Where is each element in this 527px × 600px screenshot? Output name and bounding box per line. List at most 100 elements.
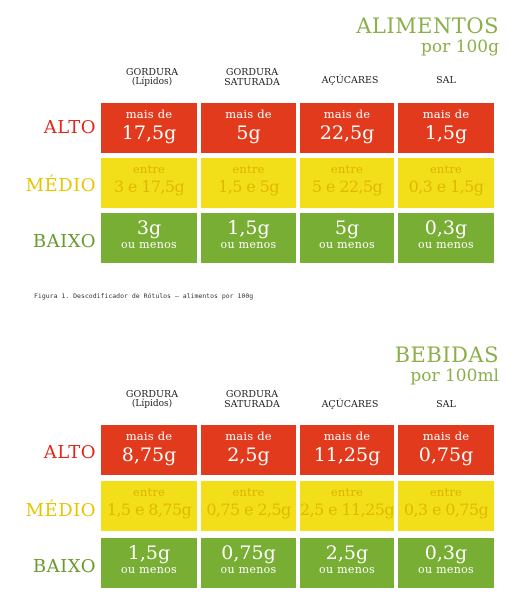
cell-qualifier: mais de — [225, 429, 272, 443]
cell-value: 2,5g — [227, 443, 270, 466]
drinks-cell-alto-satfat: mais de 2,5g — [201, 425, 296, 475]
cell-value: 2,5g — [325, 542, 369, 564]
foods-cell-alto-sugar: mais de 22,5g — [300, 103, 394, 153]
figure-caption: Figura 1. Descodificador de Rótulos – al… — [34, 292, 254, 300]
cell-qualifier: entre — [429, 485, 463, 499]
foods-row-label-alto: ALTO — [43, 117, 96, 138]
cell-value: 1,5g — [127, 542, 171, 564]
col-label: SAL — [436, 399, 456, 410]
cell-value: 22,5g — [319, 121, 375, 144]
cell-value: 1,5g — [424, 121, 468, 144]
foods-cell-medio-sugar: entre 5 e 22,5g — [300, 158, 394, 208]
cell-value: 3g — [136, 217, 162, 239]
cell-value: 0,75g — [221, 542, 276, 564]
foods-cell-baixo-salt: 0,3g ou menos — [398, 213, 494, 263]
cell-qualifier: ou menos — [220, 237, 277, 251]
col-label: GORDURA — [125, 389, 179, 400]
cell-qualifier: ou menos — [319, 237, 375, 251]
drinks-table: BEBIDAS por 100ml GORDURA (Lípidos) GORD… — [0, 324, 527, 600]
foods-table: ALIMENTOS por 100g GORDURA (Lípidos) GOR… — [0, 0, 527, 285]
cell-value: 5g — [334, 217, 360, 239]
foods-row-label-baixo: BAIXO — [32, 231, 96, 252]
cell-value: 17,5g — [121, 121, 177, 144]
cell-value: 0,3 e 0,75g — [403, 499, 489, 519]
drinks-cell-baixo-salt: 0,3g ou menos — [398, 538, 494, 588]
col-sublabel: SATURADA — [224, 398, 280, 410]
cell-value: 0,75g — [418, 443, 474, 466]
cell-value: 0,3g — [424, 217, 468, 239]
cell-qualifier: ou menos — [418, 562, 474, 576]
foods-cell-alto-salt: mais de 1,5g — [398, 103, 494, 153]
cell-qualifier: mais de — [225, 107, 272, 121]
cell-qualifier: entre — [232, 485, 265, 499]
col-label: GORDURA — [125, 67, 179, 78]
drinks-cell-alto-salt: mais de 0,75g — [398, 425, 494, 475]
foods-col-fat: GORDURA (Lípidos) — [106, 68, 198, 87]
drinks-cell-baixo-fat: 1,5g ou menos — [101, 538, 197, 588]
cell-value: 5g — [236, 121, 261, 144]
cell-value: 1,5 e 8,75g — [106, 499, 192, 519]
foods-col-satfat: GORDURA SATURADA — [206, 68, 298, 88]
drinks-col-sugar: AÇÚCARES — [304, 400, 396, 410]
foods-row-label-medio: MÉDIO — [25, 175, 96, 196]
col-sublabel: (Lípidos) — [131, 76, 173, 87]
col-label: GORDURA — [225, 67, 279, 78]
cell-qualifier: entre — [330, 485, 364, 499]
cell-value: 0,3g — [424, 542, 468, 564]
col-sublabel: (Lípidos) — [131, 398, 173, 409]
cell-qualifier: ou menos — [418, 237, 474, 251]
cell-value: 1,5 e 5g — [218, 176, 279, 196]
foods-col-salt: SAL — [400, 76, 492, 86]
cell-value: 2,5 e 11,25g — [300, 499, 394, 519]
drinks-cell-alto-fat: mais de 8,75g — [101, 425, 197, 475]
drinks-row-label-medio: MÉDIO — [25, 500, 96, 521]
foods-cell-baixo-satfat: 1,5g ou menos — [201, 213, 296, 263]
foods-cell-medio-salt: entre 0,3 e 1,5g — [398, 158, 494, 208]
drinks-title-line1: BEBIDAS — [394, 343, 499, 367]
cell-qualifier: ou menos — [121, 562, 177, 576]
drinks-cell-baixo-satfat: 0,75g ou menos — [201, 538, 296, 588]
cell-value: 0,3 e 1,5g — [408, 176, 484, 196]
cell-qualifier: mais de — [125, 429, 173, 443]
foods-cell-medio-satfat: entre 1,5 e 5g — [201, 158, 296, 208]
drinks-cell-medio-fat: entre 1,5 e 8,75g — [101, 481, 197, 531]
foods-cell-medio-fat: entre 3 e 17,5g — [101, 158, 197, 208]
cell-value: 8,75g — [121, 443, 177, 466]
drinks-col-satfat: GORDURA SATURADA — [206, 390, 298, 410]
cell-value: 5 e 22,5g — [311, 176, 383, 196]
col-label: SAL — [436, 75, 456, 86]
cell-qualifier: ou menos — [220, 562, 277, 576]
cell-qualifier: mais de — [125, 107, 173, 121]
cell-qualifier: ou menos — [319, 562, 375, 576]
cell-value: 1,5g — [227, 217, 270, 239]
cell-qualifier: entre — [232, 162, 265, 176]
foods-cell-baixo-fat: 3g ou menos — [101, 213, 197, 263]
drinks-row-label-alto: ALTO — [43, 442, 96, 463]
foods-title: ALIMENTOS por 100g — [356, 16, 499, 56]
cell-qualifier: entre — [132, 162, 166, 176]
drinks-cell-baixo-sugar: 2,5g ou menos — [300, 538, 394, 588]
cell-qualifier: entre — [330, 162, 364, 176]
col-label: AÇÚCARES — [321, 399, 379, 410]
foods-title-line1: ALIMENTOS — [356, 14, 499, 38]
col-label: GORDURA — [225, 389, 279, 400]
drinks-col-salt: SAL — [400, 400, 492, 410]
cell-qualifier: mais de — [323, 429, 371, 443]
drinks-title: BEBIDAS por 100ml — [395, 345, 499, 385]
cell-qualifier: mais de — [323, 107, 371, 121]
foods-cell-baixo-sugar: 5g ou menos — [300, 213, 394, 263]
foods-cell-alto-satfat: mais de 5g — [201, 103, 296, 153]
foods-col-sugar: AÇÚCARES — [304, 76, 396, 86]
drinks-cell-alto-sugar: mais de 11,25g — [300, 425, 394, 475]
foods-cell-alto-fat: mais de 17,5g — [101, 103, 197, 153]
col-sublabel: SATURADA — [224, 76, 280, 88]
cell-value: 0,75 e 2,5g — [206, 499, 291, 519]
cell-qualifier: entre — [132, 485, 166, 499]
cell-value: 3 e 17,5g — [113, 176, 185, 196]
cell-value: 11,25g — [313, 443, 381, 466]
drinks-cell-medio-sugar: entre 2,5 e 11,25g — [300, 481, 394, 531]
cell-qualifier: ou menos — [121, 237, 177, 251]
drinks-col-fat: GORDURA (Lípidos) — [106, 390, 198, 409]
foods-title-line2: por 100g — [421, 37, 499, 57]
cell-qualifier: mais de — [422, 429, 470, 443]
